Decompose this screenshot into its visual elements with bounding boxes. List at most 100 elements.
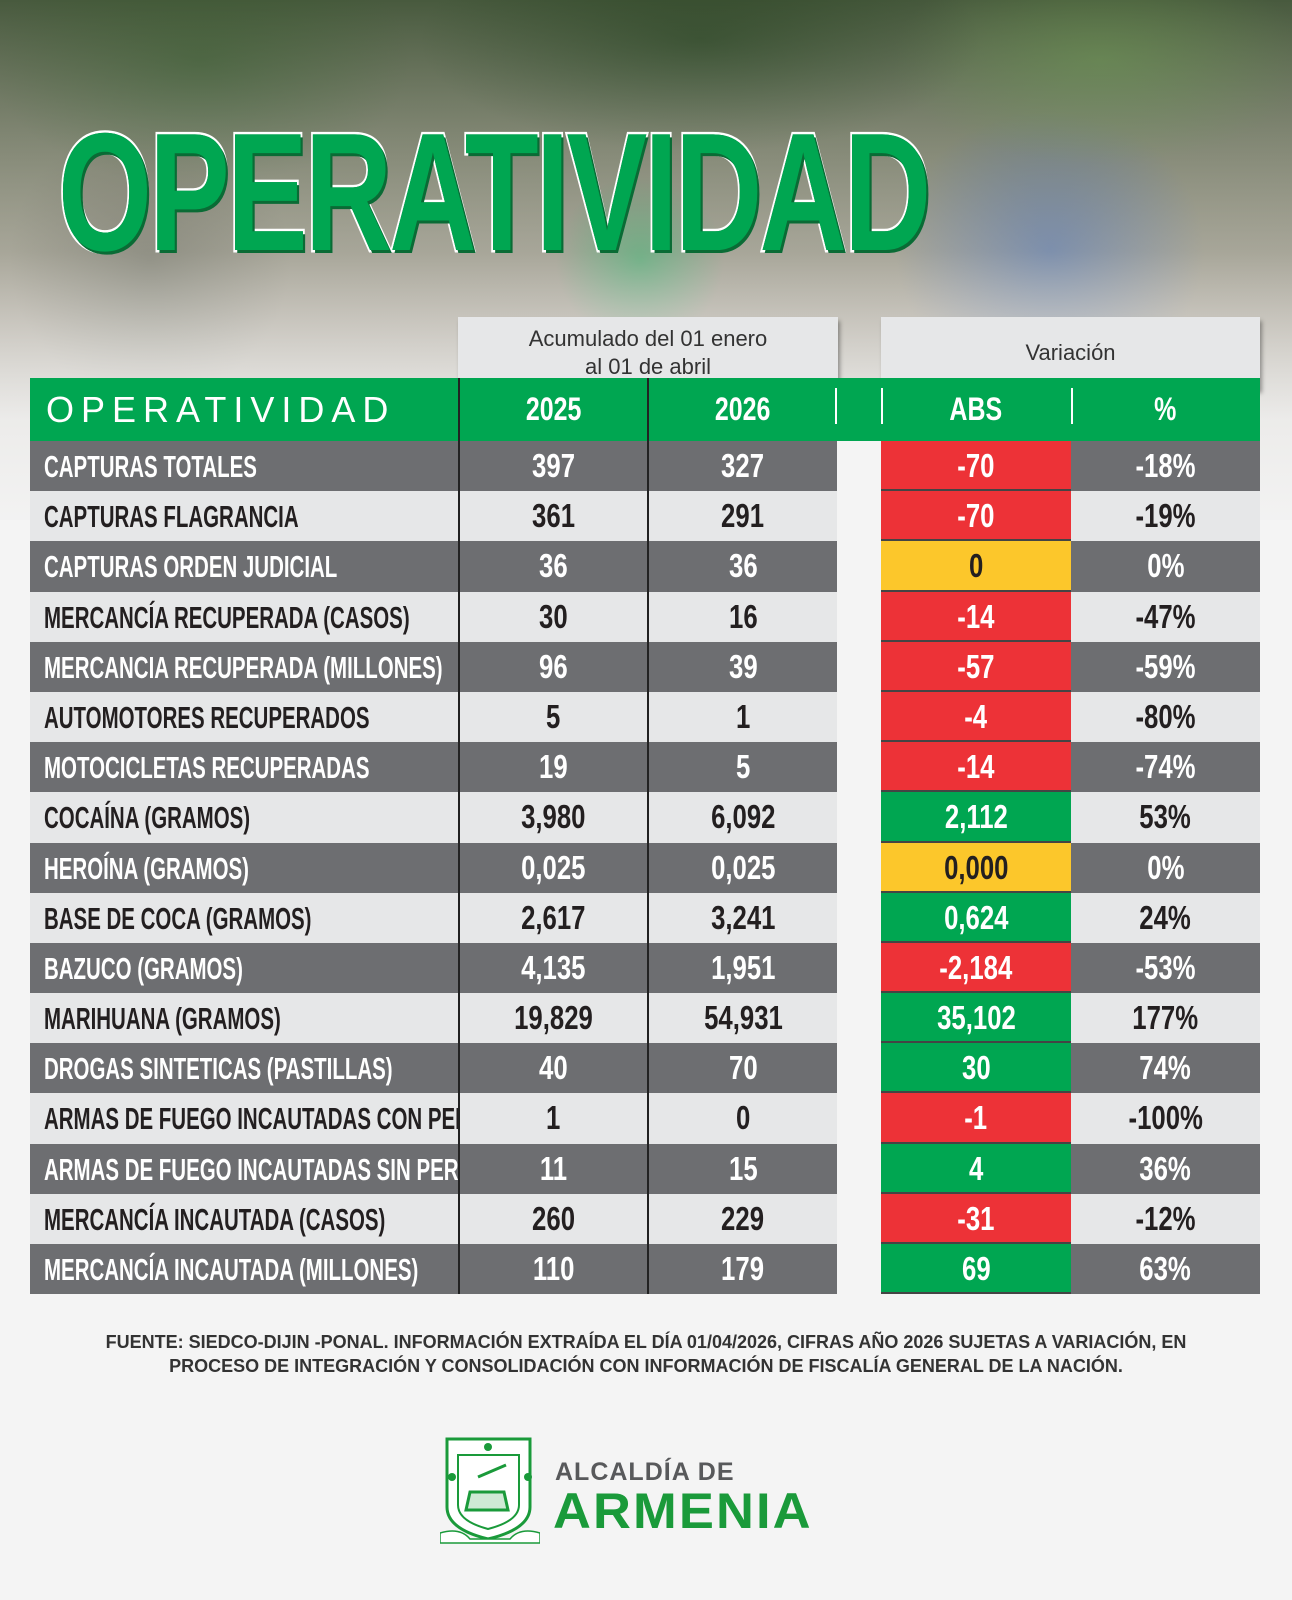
table-row: MOTOCICLETAS RECUPERADAS 19 5 -14 -74% (30, 742, 1260, 793)
value-2025: 2,617 (458, 892, 647, 943)
value-2026-text: 6,092 (710, 798, 776, 836)
period-line-2: al 01 de abril (585, 354, 711, 379)
column-gap (837, 691, 881, 743)
value-2025: 361 (458, 491, 647, 542)
abs-variation-text: 0 (968, 547, 984, 585)
pct-variation-text: 24% (1139, 898, 1192, 936)
pct-variation: 0% (1071, 541, 1260, 591)
abs-variation: -70 (881, 441, 1071, 492)
row-label: MARIHUANA (GRAMOS) (30, 993, 460, 1043)
value-2025: 11 (458, 1143, 647, 1194)
column-gap (837, 1093, 881, 1144)
abs-variation-text: -57 (957, 647, 995, 685)
value-2025-text: 36 (539, 547, 568, 585)
pct-variation: -80% (1071, 692, 1260, 742)
value-2026: 0 (647, 1093, 837, 1144)
row-label-text: MERCANCIA RECUPERADA (MILLONES) (44, 649, 443, 685)
abs-variation-text: 0,000 (943, 848, 1009, 886)
source-line-1: FUENTE: SIEDCO-DIJIN -PONAL. INFORMACIÓN… (105, 1332, 1187, 1352)
row-label: BAZUCO (GRAMOS) (30, 943, 460, 993)
abs-variation-text: 0,624 (943, 898, 1009, 936)
pct-variation-text: 0% (1146, 848, 1185, 886)
column-gap (837, 1143, 881, 1194)
table-row: MERCANCÍA RECUPERADA (CASOS) 30 16 -14 -… (30, 591, 1260, 642)
period-header: Acumulado del 01 enero al 01 de abril (458, 317, 838, 389)
value-2025-text: 110 (532, 1250, 575, 1287)
value-2025-text: 361 (532, 497, 575, 535)
value-2026-text: 291 (721, 497, 765, 535)
divider (881, 388, 883, 424)
value-2026: 6,092 (647, 792, 837, 843)
abs-variation-text: 69 (961, 1250, 991, 1287)
pct-variation-text: -100% (1128, 1099, 1203, 1137)
value-2026-text: 327 (721, 447, 765, 484)
row-label-text: CAPTURAS TOTALES (44, 449, 257, 484)
value-2026: 15 (647, 1143, 837, 1194)
logo-line-2: ARMENIA (553, 1483, 813, 1539)
value-2026: 36 (647, 541, 837, 592)
value-2025: 5 (458, 691, 647, 743)
table-row: MERCANCÍA INCAUTADA (CASOS) 260 229 -31 … (30, 1193, 1260, 1244)
value-2025: 4,135 (458, 942, 647, 994)
column-gap (837, 942, 881, 994)
pct-variation: -12% (1071, 1194, 1260, 1244)
abs-variation-text: -70 (957, 497, 995, 535)
column-gap (837, 1193, 881, 1244)
value-2026-text: 54,931 (703, 999, 783, 1037)
value-2026-text: 15 (728, 1149, 758, 1187)
period-line-1: Acumulado del 01 enero (528, 326, 768, 351)
value-2025-text: 96 (539, 647, 568, 685)
table-row: AUTOMOTORES RECUPERADOS 5 1 -4 -80% (30, 691, 1260, 743)
pct-variation-text: 177% (1132, 999, 1199, 1037)
abs-variation: -1 (881, 1093, 1071, 1144)
row-label: ARMAS DE FUEGO INCAUTADAS CON PER (30, 1093, 460, 1143)
row-label-text: MERCANCÍA INCAUTADA (CASOS) (44, 1201, 386, 1237)
pct-variation-text: 53% (1139, 798, 1192, 836)
value-2026: 39 (647, 641, 837, 692)
row-label: HEROÍNA (GRAMOS) (30, 843, 460, 893)
row-label-text: MARIHUANA (GRAMOS) (44, 1001, 281, 1037)
row-label: MERCANCÍA INCAUTADA (MILLONES) (30, 1244, 460, 1294)
armenia-coat-of-arms-logo (440, 1437, 540, 1544)
table-row: MERCANCÍA INCAUTADA (MILLONES) 110 179 6… (30, 1244, 1260, 1295)
row-label-text: AUTOMOTORES RECUPERADOS (44, 699, 370, 735)
value-2026-text: 229 (721, 1199, 765, 1237)
pct-variation: 36% (1071, 1144, 1260, 1194)
value-2025-text: 40 (539, 1049, 568, 1087)
row-label-text: BAZUCO (GRAMOS) (44, 950, 243, 986)
row-label-text: ARMAS DE FUEGO INCAUTADAS SIN PER (44, 1151, 459, 1187)
value-2025-text: 19 (539, 748, 568, 786)
column-gap (837, 441, 881, 492)
pct-variation: 63% (1071, 1244, 1260, 1294)
value-2026: 229 (647, 1193, 837, 1244)
value-2025-text: 11 (539, 1149, 568, 1187)
abs-variation: 0,624 (881, 892, 1071, 943)
value-2025: 0,025 (458, 842, 647, 893)
row-label: MOTOCICLETAS RECUPERADAS (30, 742, 460, 792)
row-label: COCAÍNA (GRAMOS) (30, 792, 460, 842)
row-label-text: CAPTURAS FLAGRANCIA (44, 499, 299, 535)
abs-variation: 69 (881, 1244, 1071, 1295)
logo-line-1: ALCALDÍA DE (555, 1458, 735, 1486)
table-row: BAZUCO (GRAMOS) 4,135 1,951 -2,184 -53% (30, 942, 1260, 994)
abs-variation-text: -4 (964, 697, 988, 735)
value-2025: 30 (458, 591, 647, 642)
value-2026-text: 0 (735, 1099, 751, 1137)
table-header-row: OPERATIVIDAD 2025 2026 ABS % (30, 378, 1260, 441)
column-gap (837, 993, 881, 1044)
abs-variation: -57 (881, 641, 1071, 692)
header-pct: % (1154, 391, 1177, 427)
pct-variation: 24% (1071, 893, 1260, 943)
value-2026-text: 36 (728, 547, 758, 585)
column-gap (837, 641, 881, 692)
value-2026-text: 1,951 (710, 948, 776, 986)
value-2026-text: 16 (728, 597, 758, 635)
table-row: ARMAS DE FUEGO INCAUTADAS CON PER 1 0 -1… (30, 1093, 1260, 1144)
value-2026-text: 0,025 (710, 848, 776, 886)
value-2025: 96 (458, 641, 647, 692)
column-gap (837, 742, 881, 793)
table-row: HEROÍNA (GRAMOS) 0,025 0,025 0,000 0% (30, 842, 1260, 893)
pct-variation-text: -19% (1135, 497, 1196, 535)
value-2026: 179 (647, 1244, 837, 1295)
table-row: CAPTURAS ORDEN JUDICIAL 36 36 0 0% (30, 541, 1260, 592)
